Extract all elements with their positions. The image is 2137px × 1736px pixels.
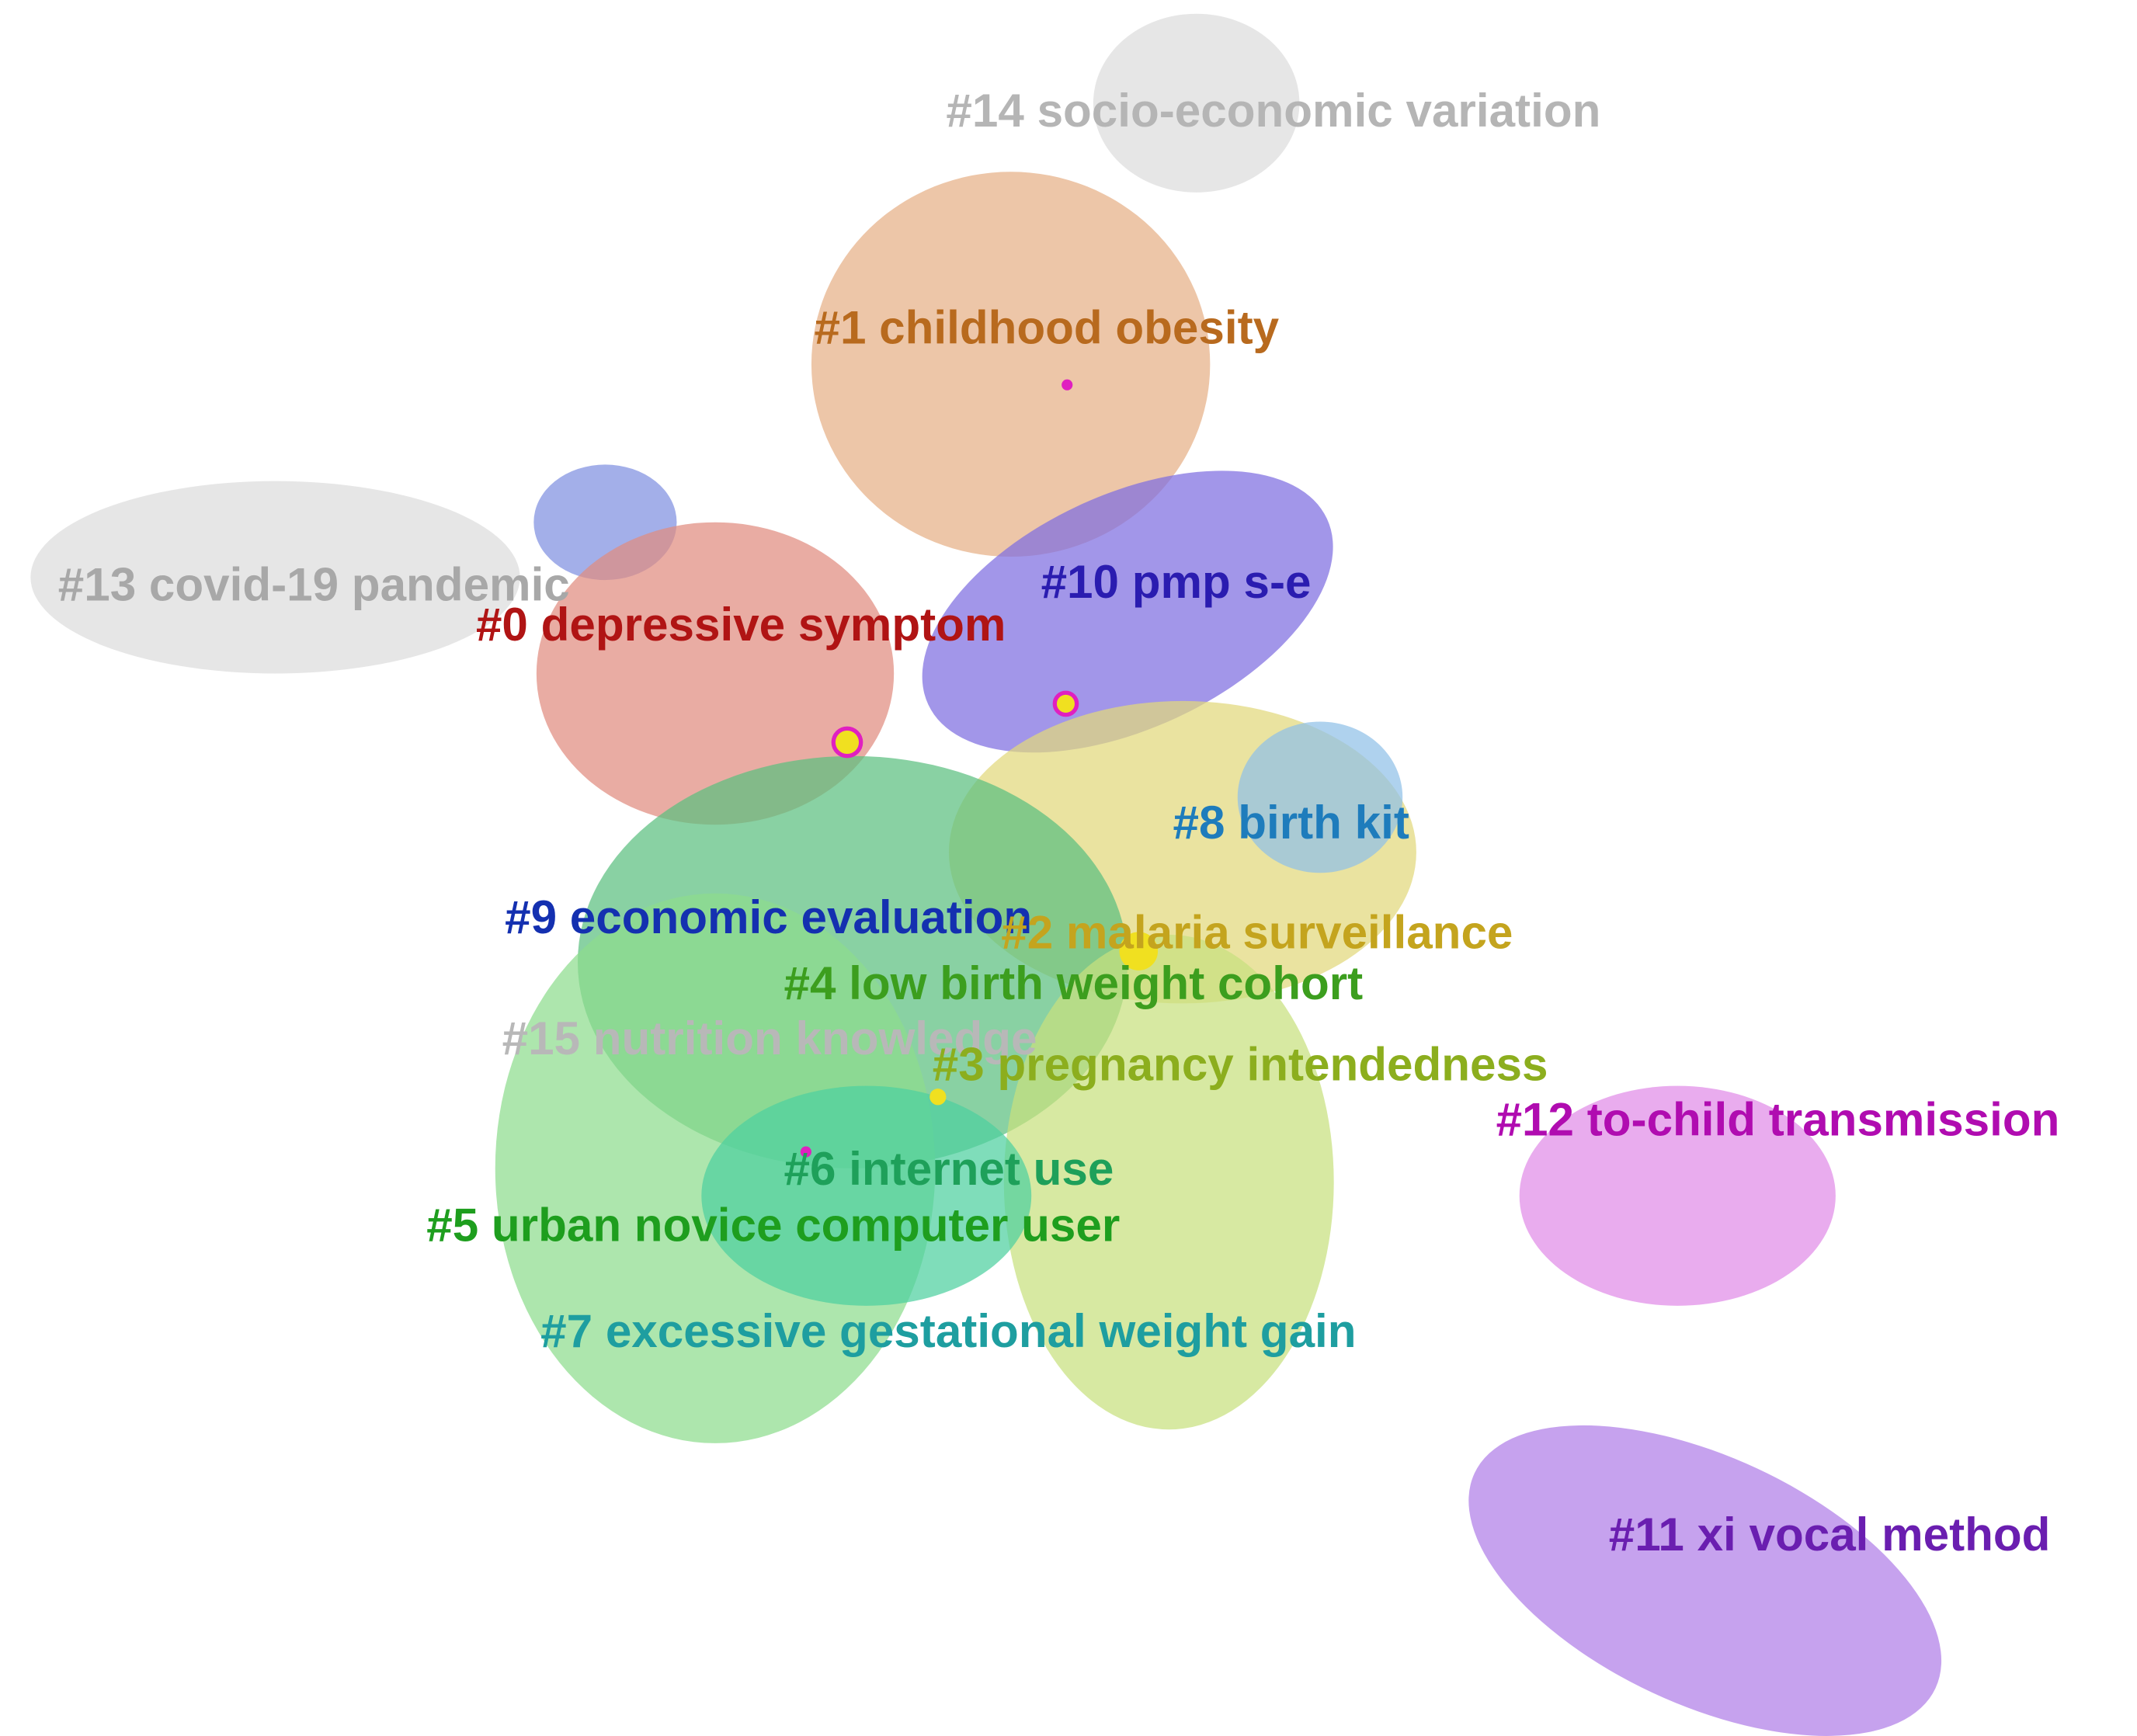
- cluster-label: #15 nutrition knowledge: [502, 1012, 1037, 1064]
- node: [800, 1146, 811, 1158]
- cluster-labels: #14 socio-economic variation #1 childhood…: [58, 85, 2060, 1561]
- cluster-area: [1093, 13, 1300, 193]
- cluster-area: [536, 522, 895, 825]
- cluster-label: #6 internet use: [784, 1143, 1114, 1195]
- node: [930, 1088, 947, 1106]
- cluster-label: #0 depressive symptom: [476, 599, 1006, 651]
- cluster-area: [1003, 934, 1334, 1430]
- cluster-label: #11 xi vocal method: [1609, 1509, 2051, 1561]
- cluster-area: [922, 470, 1333, 753]
- cluster-label: #3 pregnancy intendedness: [933, 1039, 1548, 1091]
- cluster-label: #7 excessive gestational weight gain: [540, 1305, 1356, 1357]
- cluster-label: #10 pmp s-e: [1041, 556, 1312, 608]
- node: [1119, 932, 1159, 970]
- cluster-areas: [30, 13, 1942, 1736]
- cluster-area: [811, 172, 1211, 557]
- nodes: [800, 379, 1159, 1158]
- cluster-area: [1519, 1085, 1836, 1306]
- cluster-label: #13 covid-19 pandemic: [58, 559, 570, 611]
- cluster-label: #12 to-child transmission: [1496, 1093, 2060, 1145]
- cluster-label: #4 low birth weight cohort: [784, 957, 1364, 1009]
- node: [831, 726, 863, 759]
- node: [1052, 690, 1079, 717]
- cluster-label: #14 socio-economic variation: [946, 85, 1600, 137]
- cluster-label: #8 birth kit: [1173, 797, 1409, 849]
- cluster-label: #9 economic evaluation: [505, 891, 1032, 943]
- node: [1062, 379, 1073, 391]
- cluster-area: [1237, 721, 1403, 873]
- cluster-label: #1 childhood obesity: [814, 302, 1279, 354]
- cluster-label: #5 urban novice computer user: [426, 1200, 1120, 1252]
- cluster-area: [1468, 1425, 1942, 1736]
- cluster-label: #2 malaria surveillance: [1001, 907, 1513, 959]
- cluster-area: [701, 1085, 1032, 1306]
- cluster-area: [30, 481, 520, 674]
